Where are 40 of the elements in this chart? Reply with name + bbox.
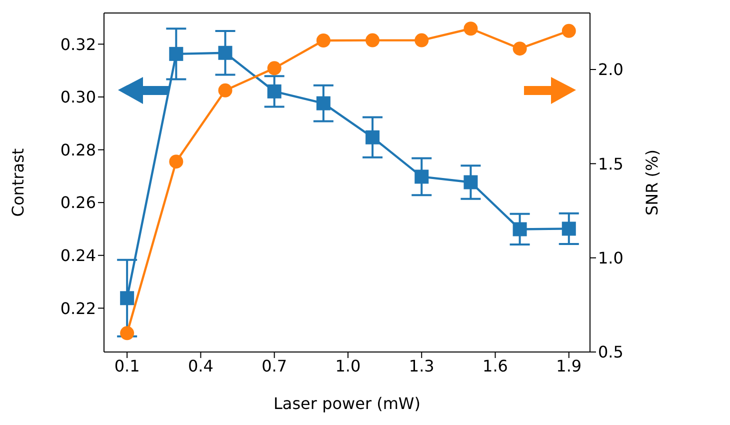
x-tick-label: 1.0 <box>335 356 361 376</box>
point <box>562 24 576 38</box>
point <box>218 83 232 98</box>
point <box>316 96 330 110</box>
point <box>169 154 184 169</box>
point <box>120 291 134 306</box>
x-axis-title: Laser power (mW) <box>274 394 420 413</box>
x-tick-label: 0.4 <box>188 356 214 376</box>
x-tick-label: 1.9 <box>556 356 582 376</box>
x-tick-label: 1.3 <box>408 356 434 376</box>
y-tick-label: 0.22 <box>60 298 96 318</box>
point <box>512 222 527 236</box>
x-tick-label: 0.7 <box>262 356 288 376</box>
point <box>414 170 429 184</box>
y2-tick-label: 1.0 <box>598 248 624 268</box>
point <box>218 46 232 60</box>
y2-axis-title: SNR (%) <box>642 149 662 216</box>
point <box>464 22 478 36</box>
y-axis-title: Contrast <box>8 148 28 217</box>
point <box>267 84 282 98</box>
point <box>169 46 184 61</box>
point <box>316 33 330 48</box>
x-tick-label: 0.1 <box>114 356 140 376</box>
y-tick-label: 0.28 <box>60 140 96 160</box>
point <box>366 33 380 48</box>
point <box>512 42 527 56</box>
y-tick-label: 0.26 <box>60 193 96 212</box>
point <box>562 222 576 236</box>
point <box>120 326 134 340</box>
y2-tick-label: 1.5 <box>598 154 624 174</box>
y-tick-label: 0.30 <box>60 88 96 107</box>
point <box>267 61 282 76</box>
point <box>464 175 478 190</box>
y2-tick-label: 0.5 <box>598 342 624 362</box>
point <box>414 33 429 48</box>
point <box>366 130 380 144</box>
y2-tick-label: 2.0 <box>598 60 624 80</box>
y-tick-label: 0.32 <box>60 34 96 54</box>
x-tick-label: 1.6 <box>482 356 508 376</box>
y-tick-label: 0.24 <box>60 246 96 266</box>
